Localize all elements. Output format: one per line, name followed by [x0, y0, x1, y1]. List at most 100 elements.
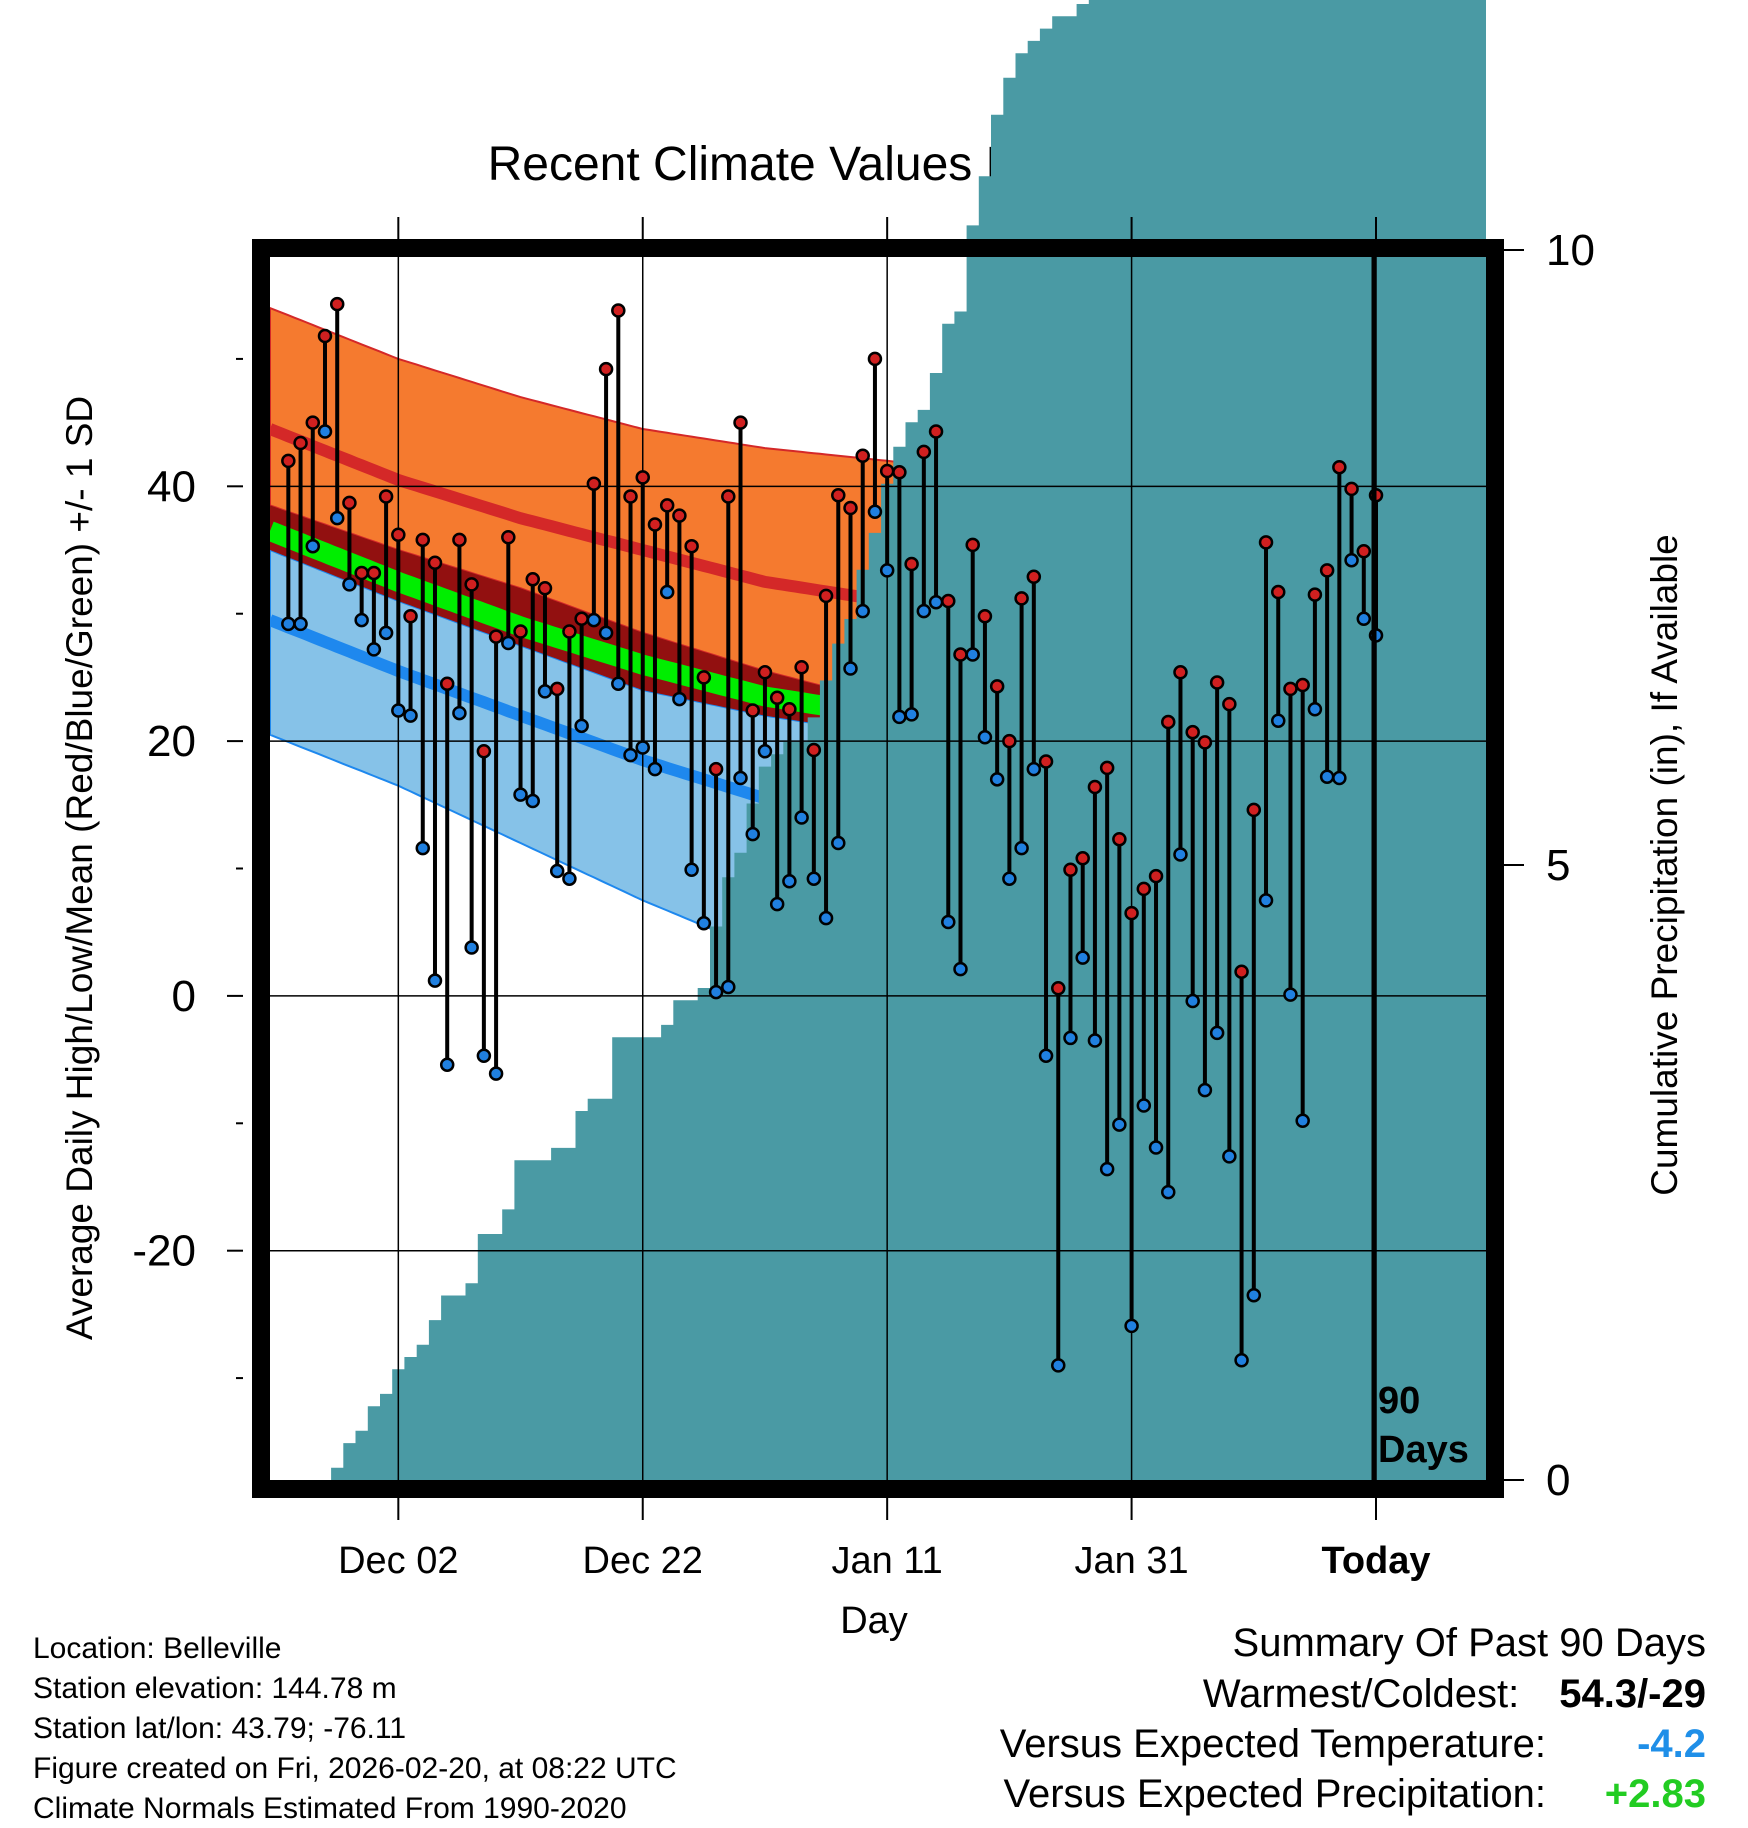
- daily-low-point: [464, 940, 479, 955]
- daily-low-point: [904, 707, 919, 722]
- daily-low-point: [1161, 1184, 1176, 1200]
- daily-low-point: [757, 744, 773, 759]
- daily-high-point: [843, 500, 858, 516]
- daily-high-point: [1332, 459, 1347, 475]
- daily-high-point: [708, 761, 724, 777]
- daily-low-point: [1051, 1358, 1066, 1373]
- daily-low-point: [1038, 1048, 1054, 1064]
- daily-high-point: [476, 744, 492, 759]
- daily-low-point: [892, 709, 907, 725]
- daily-high-point: [818, 588, 834, 604]
- y-axis-label: Average Daily High/Low/Mean (Red/Blue/Gr…: [59, 396, 100, 1340]
- daily-low-point: [488, 1066, 504, 1081]
- daily-high-point: [293, 435, 308, 451]
- y2-tick-label: 10: [1546, 226, 1595, 275]
- daily-high-point: [1246, 802, 1262, 818]
- daily-high-point: [977, 609, 993, 624]
- daily-low-point: [342, 577, 357, 592]
- daily-high-point: [464, 577, 479, 592]
- daily-low-point: [562, 871, 577, 886]
- daily-high-point: [867, 351, 883, 367]
- daily-low-point: [305, 538, 321, 554]
- daily-high-point: [281, 453, 296, 469]
- info-elevation: Station elevation: 144.78 m: [33, 1672, 397, 1705]
- daily-low-point: [317, 424, 333, 439]
- daily-high-point: [378, 489, 394, 504]
- daily-low-point: [1344, 552, 1359, 568]
- daily-high-point: [916, 444, 932, 460]
- daily-low-point: [672, 691, 687, 707]
- daily-high-point: [757, 665, 773, 680]
- daily-high-point: [879, 463, 895, 479]
- daily-high-point: [366, 565, 382, 581]
- x-axis-label: Day: [840, 1600, 908, 1642]
- daily-low-point: [329, 510, 345, 526]
- daily-high-point: [855, 448, 870, 463]
- daily-high-point: [1063, 862, 1078, 878]
- daily-low-point: [1209, 1025, 1225, 1041]
- daily-low-point: [769, 896, 785, 912]
- daily-low-point: [1173, 847, 1188, 862]
- daily-low-point: [684, 862, 699, 878]
- daily-low-point: [1283, 987, 1298, 1002]
- daily-high-point: [1307, 587, 1323, 602]
- daily-low-point: [806, 871, 822, 886]
- daily-high-point: [1075, 851, 1090, 866]
- daily-low-point: [1099, 1161, 1115, 1177]
- daily-high-point: [1161, 714, 1176, 730]
- daily-high-point: [1099, 760, 1115, 776]
- daily-low-point: [1295, 1113, 1310, 1128]
- info-normals: Climate Normals Estimated From 1990-2020: [33, 1792, 627, 1825]
- daily-low-point: [513, 787, 528, 802]
- daily-high-point: [513, 624, 528, 639]
- y-tick-label: 40: [147, 462, 196, 511]
- daily-low-point: [623, 747, 638, 763]
- daily-low-point: [1014, 840, 1029, 856]
- precipitation-area: [282, 0, 1486, 1480]
- daily-low-point: [403, 708, 418, 723]
- daily-low-point: [281, 616, 296, 632]
- daily-high-point: [1197, 735, 1213, 750]
- daily-high-point: [439, 676, 455, 692]
- daily-low-point: [794, 810, 809, 825]
- summary-precipitation: Versus Expected Precipitation: +2.83: [1003, 1772, 1706, 1817]
- daily-high-point: [598, 361, 614, 377]
- daily-low-point: [476, 1048, 492, 1064]
- daily-low-point: [879, 563, 895, 578]
- daily-high-point: [745, 703, 760, 718]
- daily-high-point: [305, 415, 321, 430]
- daily-high-point: [1136, 881, 1152, 897]
- daily-high-point: [928, 424, 944, 439]
- daily-low-point: [1307, 702, 1323, 717]
- daily-high-point: [806, 742, 822, 758]
- daily-high-point: [1234, 964, 1249, 979]
- daily-high-point: [1002, 733, 1017, 749]
- daily-low-point: [867, 504, 883, 520]
- daily-high-point: [1209, 675, 1225, 690]
- daily-high-point: [537, 580, 553, 596]
- daily-low-point: [941, 914, 956, 930]
- plot-frame: [252, 239, 1504, 1498]
- daily-low-point: [354, 612, 369, 628]
- info-created: Figure created on Fri, 2026-02-20, at 08…: [33, 1752, 677, 1785]
- daily-low-point: [1197, 1082, 1213, 1098]
- daily-high-point: [892, 465, 907, 480]
- daily-high-point: [696, 670, 712, 685]
- daily-high-point: [452, 532, 467, 548]
- daily-low-point: [415, 840, 431, 856]
- daily-high-point: [769, 690, 785, 706]
- daily-low-point: [427, 973, 443, 988]
- y-tick-label: 20: [147, 717, 196, 766]
- info-latlon: Station lat/lon: 43.79; -76.11: [33, 1712, 407, 1745]
- daily-high-point: [1124, 905, 1139, 921]
- daily-low-point: [733, 770, 748, 786]
- daily-high-point: [1051, 981, 1066, 996]
- daily-high-point: [1148, 868, 1164, 884]
- daily-high-point: [611, 303, 626, 318]
- daily-high-point: [1270, 584, 1286, 600]
- daily-low-point: [1319, 769, 1335, 785]
- daily-low-point: [916, 603, 932, 619]
- daily-low-point: [696, 916, 712, 931]
